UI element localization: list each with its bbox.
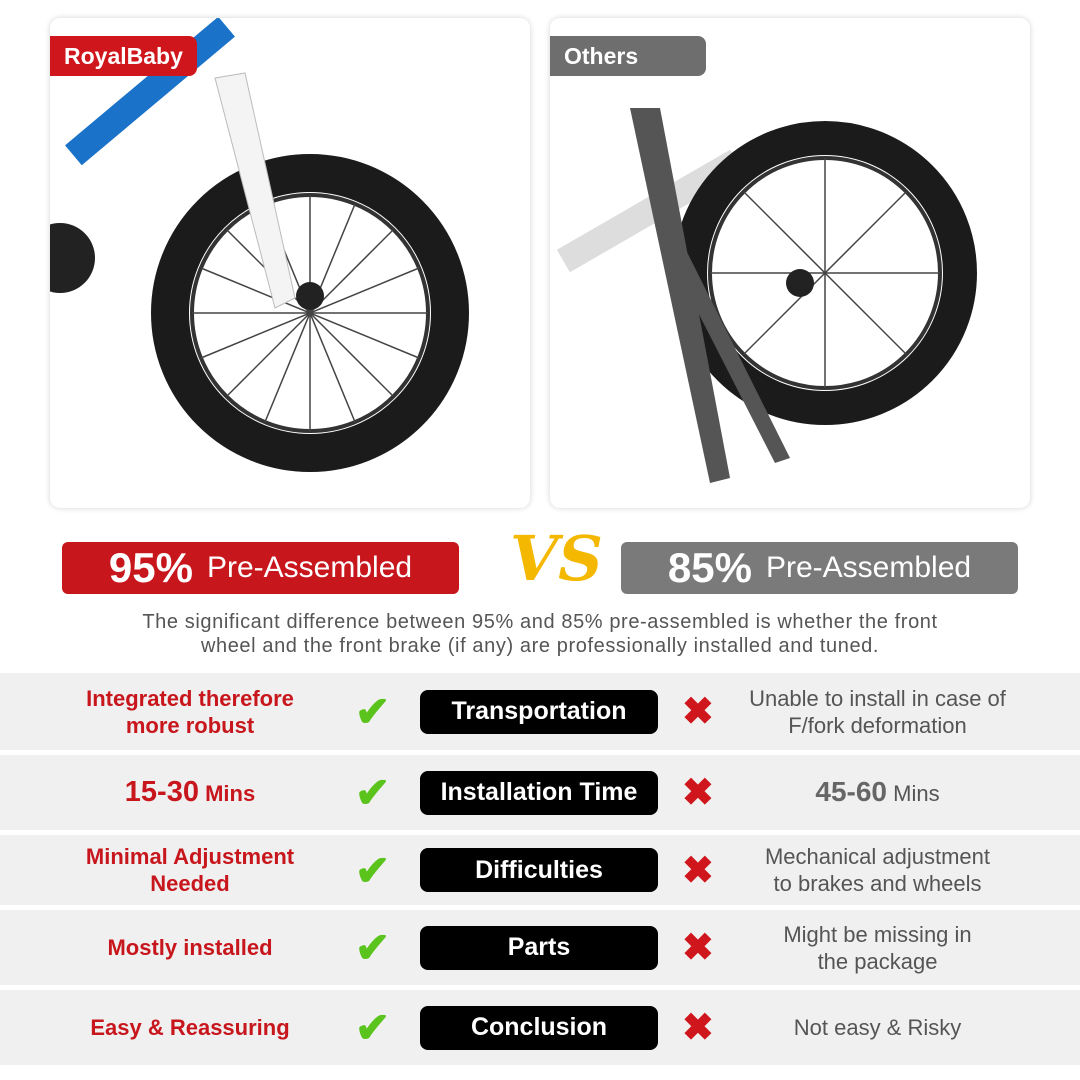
comparison-row: Mostly installed ✔ Parts ✖ Might be miss…: [0, 910, 1080, 985]
comparison-row: Integrated therefore more robust ✔ Transp…: [0, 673, 1080, 750]
others-value: Not easy & Risky: [793, 1015, 962, 1040]
cross-icon: ✖: [682, 927, 714, 969]
label: Pre-Assembled: [765, 551, 972, 584]
criterion-label: Transportation: [420, 689, 658, 734]
cross-icon: ✖: [682, 772, 714, 814]
description: The significant difference between 95% a…: [142, 611, 938, 657]
royalbaby-value: Mostly installed: [107, 935, 273, 960]
bike-wheel-illustration: [556, 108, 977, 483]
percent: 95%: [108, 544, 193, 591]
cross-icon: ✖: [682, 849, 714, 892]
royalbaby-value: Minimal Adjustment Needed: [85, 844, 295, 896]
others-bike-photo: [550, 18, 1030, 508]
royalbaby-value: 15-30 Mins: [124, 775, 256, 808]
comparison-row: 15-30 Mins ✔ Installation Time ✖ 45-60 M…: [0, 755, 1080, 830]
comparison-row: Easy & Reassuring ✔ Conclusion ✖ Not eas…: [0, 990, 1080, 1065]
criterion-label: Parts: [420, 925, 658, 970]
royalbaby-value: Integrated therefore more robust: [86, 685, 294, 738]
check-icon: ✔: [355, 846, 391, 894]
cross-icon: ✖: [682, 1007, 714, 1049]
royalbaby-value: Easy & Reassuring: [90, 1015, 290, 1040]
vs-mark: VS: [510, 522, 603, 595]
bike-wheel-illustration: [50, 18, 469, 472]
check-icon: ✔: [355, 1004, 391, 1051]
comparison-row: Minimal Adjustment Needed ✔ Difficulties …: [0, 835, 1080, 905]
check-icon: ✔: [355, 769, 391, 816]
percent: 85%: [667, 544, 752, 591]
criterion-label: Installation Time: [420, 770, 658, 815]
royalbaby-bike-photo: [50, 18, 530, 508]
others-assembly-badge: 85% Pre-Assembled: [621, 542, 1018, 594]
others-value: Unable to install in case of F/fork defor…: [749, 685, 1006, 738]
criterion-label: Difficulties: [420, 848, 658, 892]
cross-icon: ✖: [682, 691, 714, 733]
others-value: Might be missing in the package: [783, 921, 972, 974]
criterion-label: Conclusion: [420, 1005, 658, 1050]
others-brand-tag: Others: [550, 36, 706, 76]
label: Pre-Assembled: [206, 551, 413, 584]
check-icon: ✔: [355, 924, 391, 971]
check-icon: ✔: [355, 688, 391, 735]
others-value: Mechanical adjustment to brakes and wheel…: [764, 844, 990, 896]
royalbaby-assembly-badge: 95% Pre-Assembled: [62, 542, 459, 594]
others-value: 45-60 Mins: [815, 776, 940, 807]
royalbaby-brand-tag: RoyalBaby: [50, 36, 197, 76]
